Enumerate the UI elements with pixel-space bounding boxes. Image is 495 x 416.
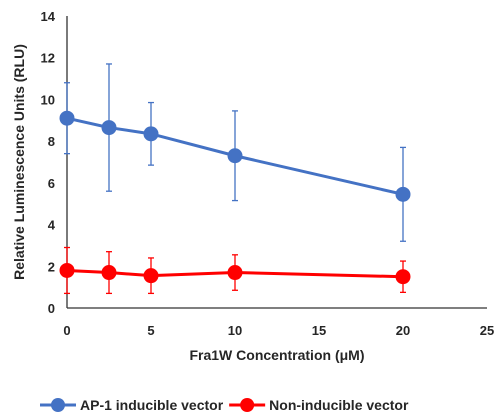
x-tick-label: 0	[63, 323, 70, 338]
x-axis-title: Fra1W Concentration (μM)	[189, 347, 364, 363]
data-point	[143, 268, 159, 284]
y-axis-title: Relative Luminescence Units (RLU)	[11, 44, 27, 280]
x-tick-label: 15	[312, 323, 326, 338]
x-tick-label: 25	[480, 323, 494, 338]
y-tick-label: 12	[41, 51, 55, 66]
legend: AP-1 inducible vector Non-inducible vecto…	[40, 397, 409, 413]
data-point	[395, 186, 411, 202]
y-tick-label: 2	[48, 259, 55, 274]
y-tick-label: 4	[48, 218, 56, 233]
tick-labels: 0 2 4 6 8 10 12 14 0 5 10 15 20 25	[41, 9, 495, 338]
axes	[66, 16, 487, 309]
legend-item-2: Non-inducible vector	[229, 397, 409, 413]
y-tick-label: 6	[48, 176, 55, 191]
series-1	[59, 63, 411, 242]
y-tick-label: 8	[48, 134, 55, 149]
legend-marker	[240, 398, 255, 412]
legend-label: Non-inducible vector	[269, 397, 409, 413]
data-point	[227, 148, 243, 164]
legend-marker	[51, 398, 65, 412]
data-point	[59, 262, 75, 278]
x-tick-label: 5	[147, 323, 154, 338]
data-point	[395, 269, 411, 285]
y-tick-label: 14	[41, 9, 56, 24]
data-point	[143, 126, 159, 142]
y-tick-label: 10	[41, 92, 55, 107]
data-point	[227, 265, 243, 281]
data-point	[101, 120, 117, 136]
series-layer	[59, 63, 411, 295]
data-point	[59, 110, 75, 126]
legend-item-1: AP-1 inducible vector	[40, 397, 224, 413]
y-tick-label: 0	[48, 301, 55, 316]
series-2	[59, 246, 411, 295]
x-tick-label: 20	[396, 323, 410, 338]
x-tick-label: 10	[228, 323, 242, 338]
data-point	[101, 265, 117, 281]
legend-label: AP-1 inducible vector	[80, 397, 224, 413]
